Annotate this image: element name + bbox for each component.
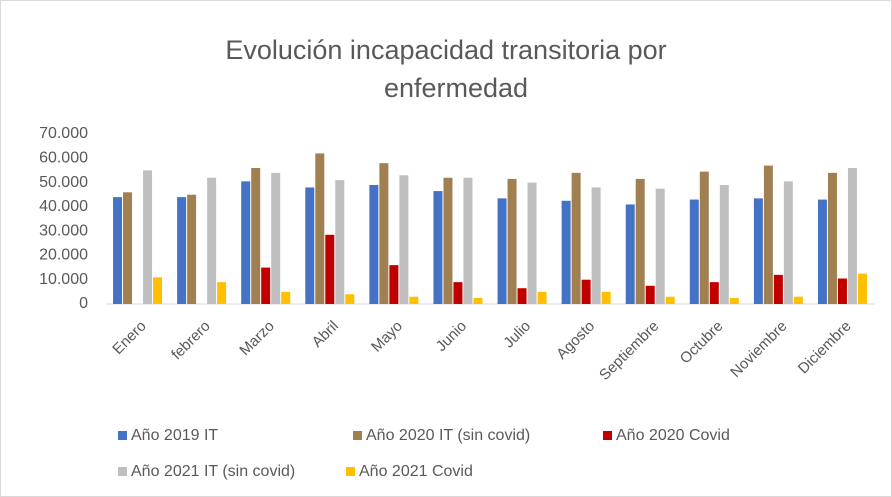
bar (581, 279, 591, 304)
legend-label: Año 2019 IT (131, 427, 218, 444)
bar (507, 178, 517, 304)
bar (817, 199, 827, 304)
bar (527, 182, 537, 304)
bar (369, 185, 379, 304)
bar (325, 234, 335, 304)
chart-title: Evolución incapacidad transitoria por (225, 35, 666, 65)
bar (453, 282, 463, 304)
bar (409, 296, 419, 304)
bar (571, 172, 581, 304)
bar (709, 282, 719, 304)
y-tick-label: 10.000 (39, 271, 88, 288)
bar (399, 175, 409, 304)
legend-label: Año 2021 Covid (359, 463, 473, 480)
bar (517, 288, 527, 304)
bar (773, 274, 783, 304)
bar (443, 177, 453, 304)
bar (207, 177, 217, 304)
y-tick-label: 40.000 (39, 198, 88, 215)
bar (783, 181, 793, 304)
bar (463, 177, 473, 304)
bar (389, 265, 399, 304)
y-tick-label: 70.000 (39, 125, 88, 142)
bar (251, 168, 261, 304)
bar (379, 163, 389, 304)
legend-swatch (118, 467, 127, 476)
bar (497, 198, 507, 304)
bar (123, 192, 133, 304)
bar (537, 291, 547, 304)
bar (837, 278, 847, 304)
legend-swatch (603, 431, 612, 440)
bar (655, 188, 665, 304)
bar (433, 191, 443, 304)
bar (689, 199, 699, 304)
bar (305, 187, 315, 304)
bar (335, 180, 345, 304)
bar (847, 168, 857, 304)
bar (645, 285, 655, 304)
bar (763, 165, 773, 304)
bar (345, 294, 355, 304)
bar (699, 171, 709, 304)
bar (187, 194, 197, 304)
bar (601, 291, 611, 304)
bar (217, 282, 227, 304)
bar (281, 291, 291, 304)
bar (857, 273, 867, 304)
legend-swatch (346, 467, 355, 476)
legend-swatch (118, 431, 127, 440)
bar (729, 297, 739, 304)
bar (177, 197, 187, 304)
bar (153, 277, 163, 304)
bar (261, 267, 271, 304)
bar (719, 185, 729, 304)
bar (113, 197, 123, 304)
legend-label: Año 2021 IT (sin covid) (131, 463, 295, 480)
bar (473, 297, 483, 304)
y-tick-label: 30.000 (39, 222, 88, 239)
bar (793, 296, 803, 304)
y-tick-label: 0 (79, 295, 88, 312)
bar (625, 204, 635, 304)
bar (635, 178, 645, 304)
bar (315, 153, 325, 304)
legend-label: Año 2020 Covid (616, 427, 730, 444)
y-tick-label: 50.000 (39, 174, 88, 191)
bar (753, 198, 763, 304)
legend-label: Año 2020 IT (sin covid) (366, 427, 530, 444)
bar (665, 296, 675, 304)
bar (827, 172, 837, 304)
chart-title: enfermedad (384, 73, 528, 103)
legend-swatch (353, 431, 362, 440)
bar (241, 181, 251, 304)
bar (143, 170, 153, 304)
bar (561, 200, 571, 304)
bar (271, 172, 281, 304)
y-tick-label: 20.000 (39, 247, 88, 264)
bar (591, 187, 601, 304)
y-tick-label: 60.000 (39, 150, 88, 167)
